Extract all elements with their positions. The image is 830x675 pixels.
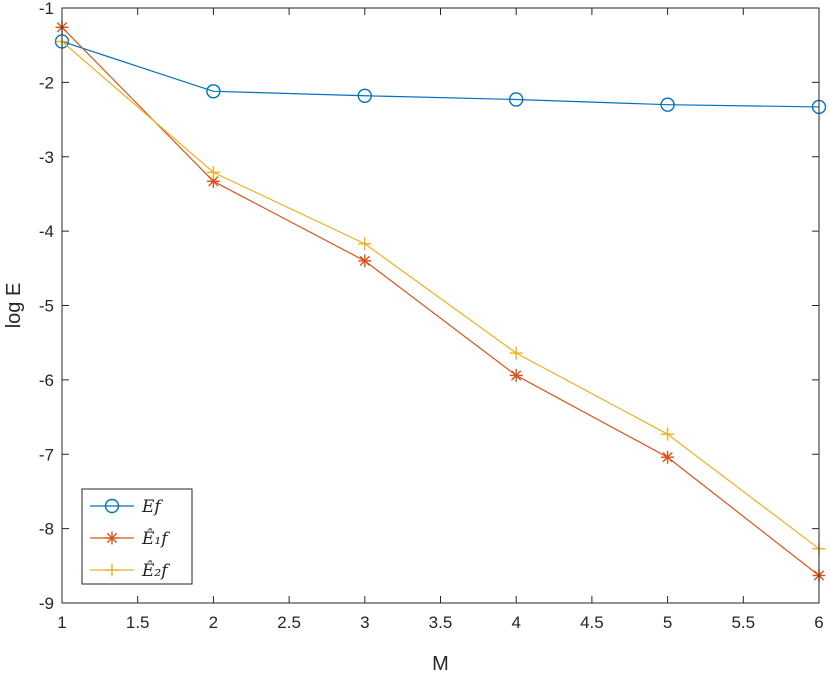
y-tick-label: -4 [39, 222, 54, 241]
marker-asterisk-d2 [208, 176, 219, 187]
y-tick-label: -6 [39, 371, 54, 390]
marker-asterisk-d2 [359, 255, 370, 267]
marker-asterisk [358, 254, 372, 268]
series-layer [54, 20, 827, 582]
y-tick-label: -5 [39, 297, 54, 316]
y-tick-label: -8 [39, 520, 54, 539]
x-tick-label: 2.5 [277, 613, 301, 632]
marker-asterisk [509, 368, 523, 382]
x-tick-label: 1 [57, 613, 66, 632]
legend: Ef Ê₁f Ê₂f [81, 488, 193, 585]
marker-plus [206, 165, 220, 179]
series-line [61, 26, 820, 576]
x-tick-label: 1.5 [126, 613, 150, 632]
marker-plus [661, 427, 675, 441]
x-tick-label: 6 [814, 613, 823, 632]
marker-circle [357, 88, 372, 103]
x-tick-label: 3.5 [429, 613, 453, 632]
x-tick-label: 4 [511, 613, 520, 632]
axes-layer: 1 1.5 2 2.5 3 3.5 4 4.5 5 5.5 6 -9 -8 -7 -6 -5 -4 -3 -2 -1 [39, 0, 824, 632]
y-tick-label: -7 [39, 445, 54, 464]
legend-label: Ê₁f [141, 528, 170, 549]
marker-plus [105, 563, 119, 577]
marker-asterisk-d2 [106, 532, 118, 544]
x-tick-label: 5.5 [731, 613, 755, 632]
legend-label: Ef [141, 497, 163, 517]
marker-plus [509, 346, 523, 360]
x-tick-label: 5 [663, 613, 672, 632]
marker-circle [660, 97, 675, 112]
x-tick-label: 3 [360, 613, 369, 632]
series-line [61, 41, 820, 550]
marker-asterisk-d2 [662, 452, 673, 463]
marker-circle [104, 498, 120, 514]
marker-asterisk [661, 450, 675, 464]
x-axis-label: M [432, 653, 449, 675]
marker-asterisk [105, 531, 119, 545]
legend-entry: Ê₁f [90, 528, 170, 549]
marker-asterisk-d2 [511, 370, 522, 381]
marker-plus [358, 237, 372, 251]
legend-label: Ê₂f [141, 560, 170, 581]
x-tick-label: 4.5 [580, 613, 604, 632]
y-tick-label: -9 [39, 594, 54, 613]
y-tick-label: -3 [39, 148, 54, 167]
x-tick-label: 2 [209, 613, 218, 632]
legend-entry: Ef [90, 497, 163, 517]
y-axis-label: log E [3, 283, 25, 329]
legend-box [81, 488, 193, 585]
legend-entry: Ê₂f [90, 560, 170, 581]
marker-circle [206, 84, 221, 99]
y-tick-label: -2 [39, 73, 54, 92]
y-tick-label: -1 [39, 0, 54, 18]
series-line [61, 40, 820, 108]
marker-circle [509, 92, 524, 107]
